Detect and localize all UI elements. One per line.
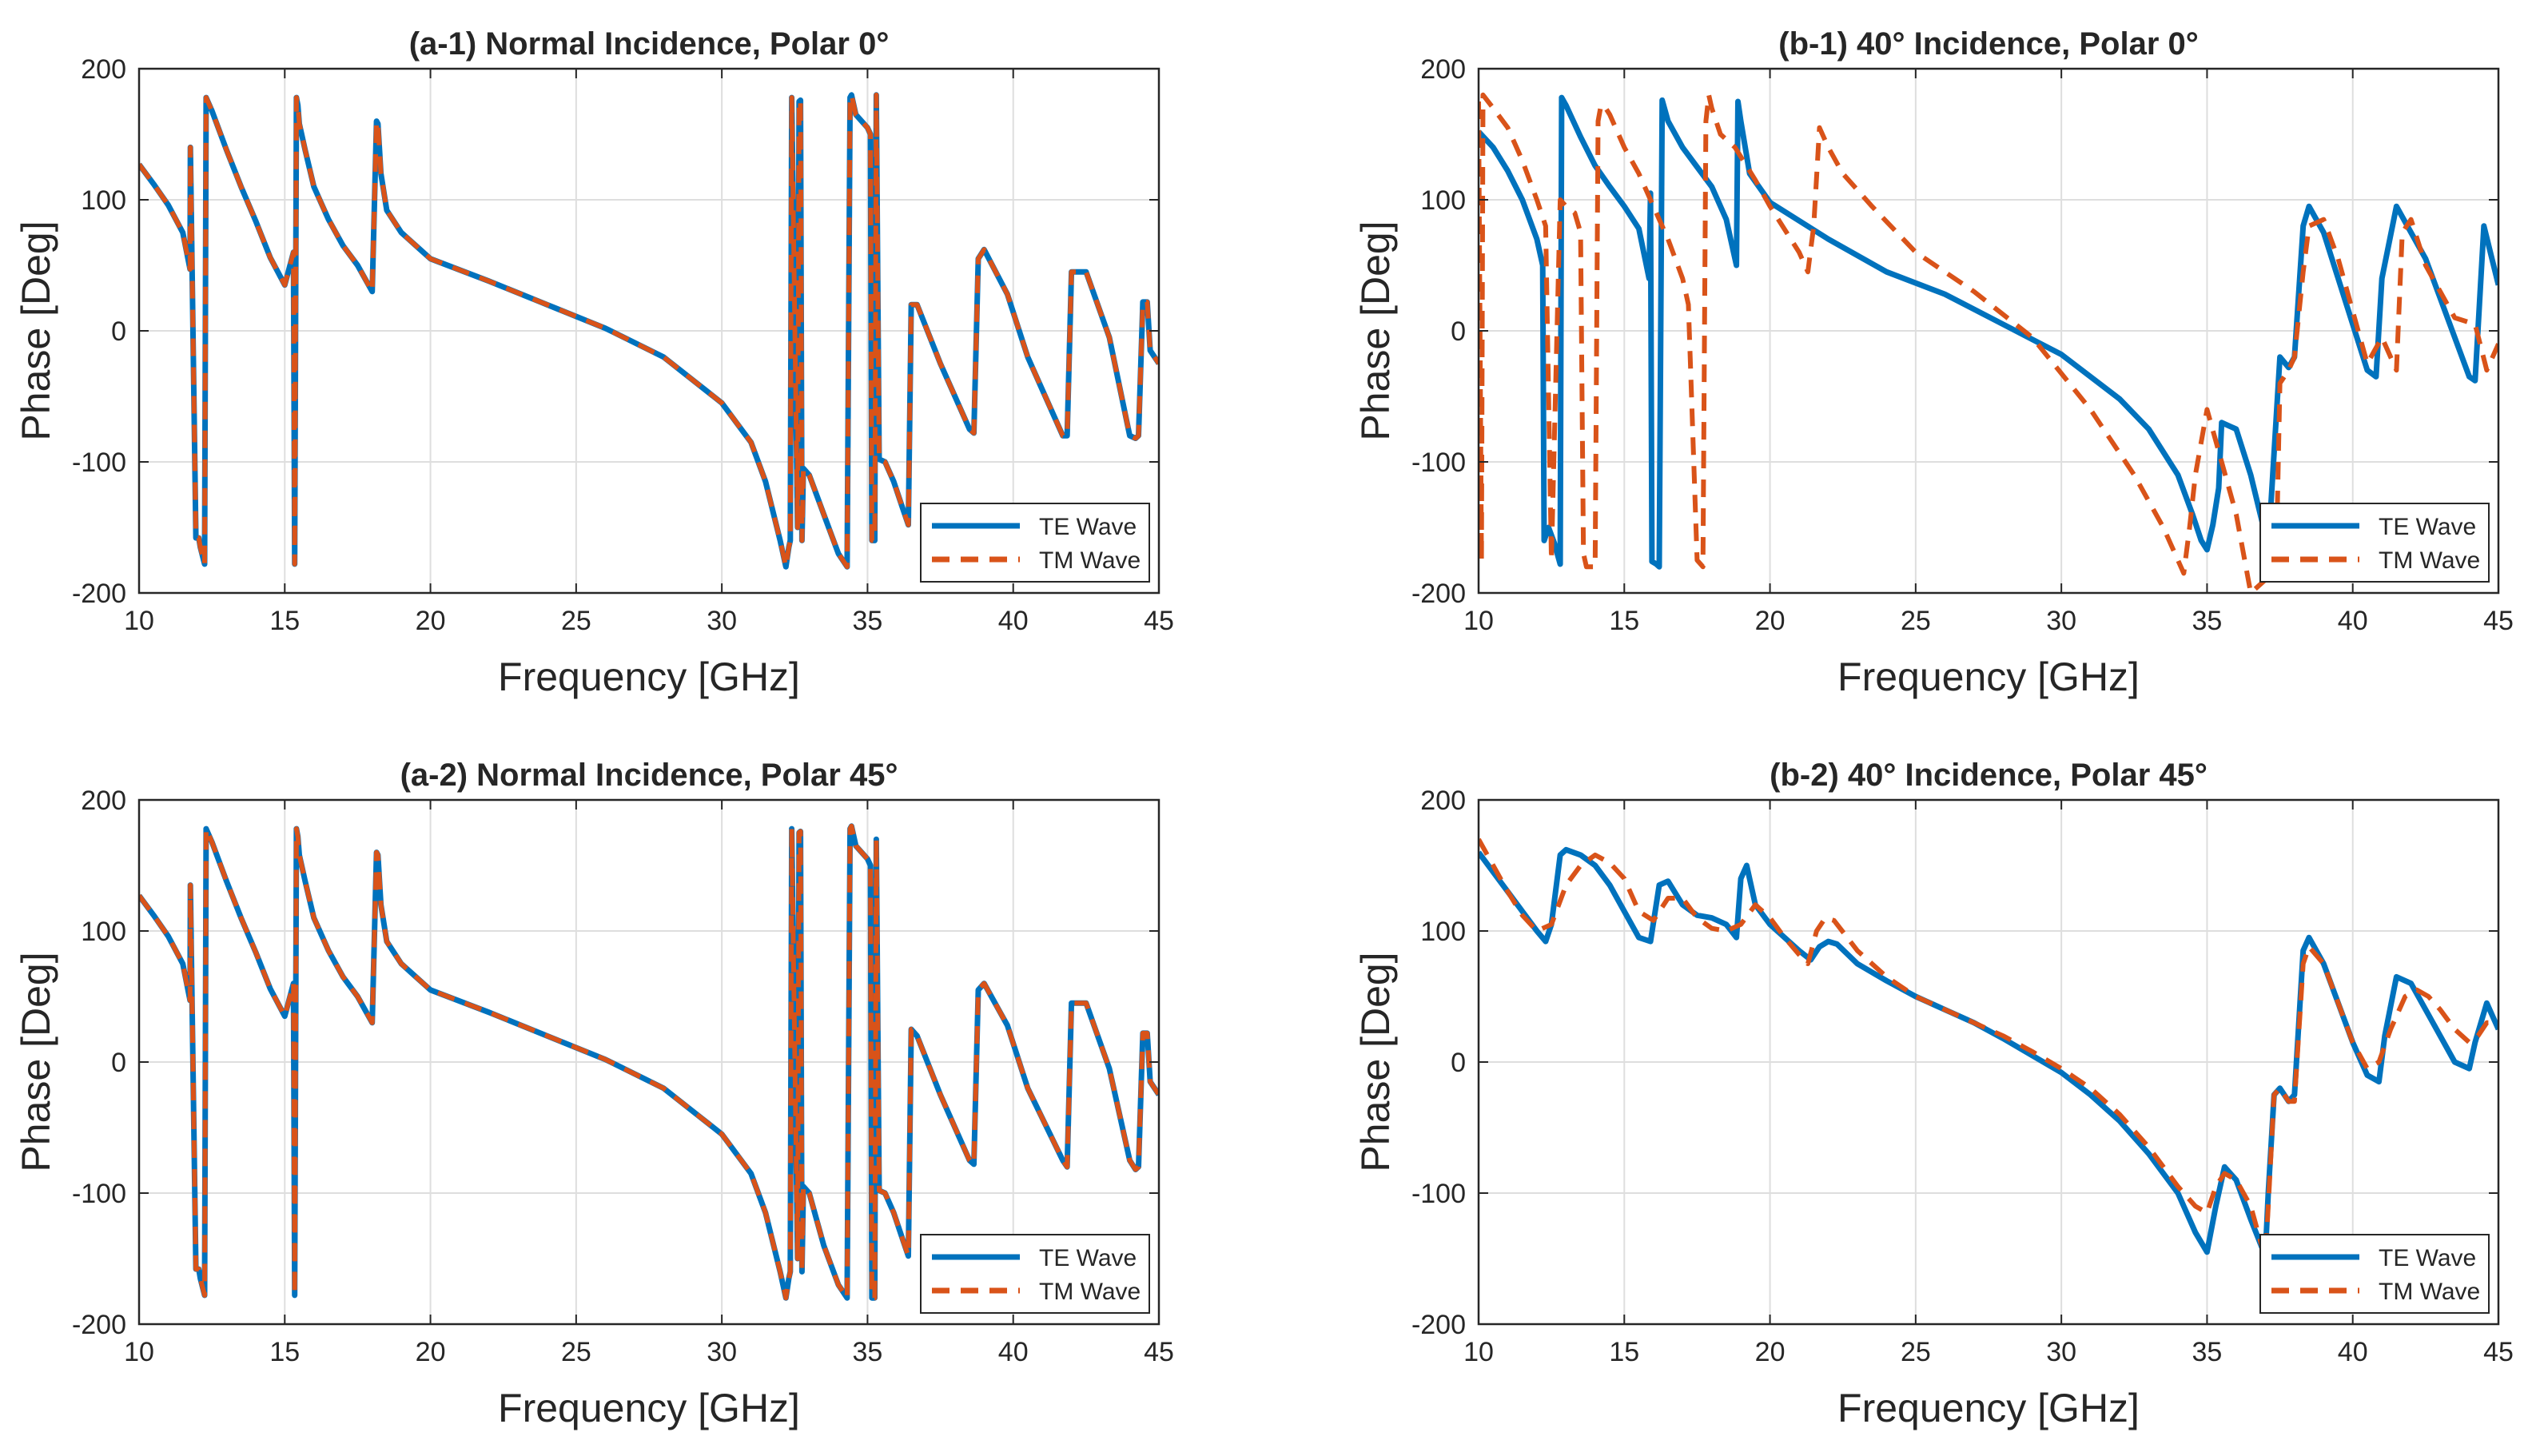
chart-title: (b-1) 40° Incidence, Polar 0° bbox=[1778, 26, 2199, 62]
x-tick-label: 40 bbox=[998, 1337, 1029, 1367]
x-tick-label: 10 bbox=[124, 606, 154, 636]
x-tick-label: 25 bbox=[1901, 606, 1931, 636]
legend-label: TM Wave bbox=[1039, 547, 1141, 574]
y-tick-label: 100 bbox=[81, 917, 126, 947]
legend-label: TE Wave bbox=[1039, 514, 1137, 540]
legend-box bbox=[920, 503, 1150, 583]
y-tick-label: 0 bbox=[1451, 316, 1466, 347]
x-tick-label: 45 bbox=[2483, 1337, 2514, 1367]
x-tick-label: 20 bbox=[1755, 606, 1786, 636]
legend-label: TM Wave bbox=[2379, 1279, 2480, 1305]
series-line-tm bbox=[139, 92, 1159, 570]
x-tick-label: 30 bbox=[707, 1337, 737, 1367]
y-axis-label: Phase [Deg] bbox=[1353, 221, 1398, 440]
x-tick-label: 10 bbox=[1463, 1337, 1494, 1367]
y-tick-label: 100 bbox=[1420, 917, 1466, 947]
x-tick-label: 45 bbox=[1144, 1337, 1174, 1367]
x-axis-label: Frequency [GHz] bbox=[1837, 1386, 2140, 1430]
chart-panel-4: 10 15 20 25 30 35 40 45 -200 -100 0 100 200 (b-2) 40°… bbox=[1353, 758, 2514, 1430]
y-tick-label: 0 bbox=[111, 316, 126, 347]
y-tick-label: 200 bbox=[81, 54, 126, 85]
x-tick-label: 30 bbox=[2046, 606, 2076, 636]
legend-box bbox=[2259, 1234, 2490, 1314]
chart-panel-3: 10 15 20 25 30 35 40 45 -200 -100 0 100 200 (a-2) Nor… bbox=[14, 758, 1174, 1430]
series-line-te bbox=[1479, 94, 2498, 570]
x-tick-label: 15 bbox=[1609, 606, 1639, 636]
y-axis-label: Phase [Deg] bbox=[1353, 952, 1398, 1172]
x-axis-label: Frequency [GHz] bbox=[498, 1386, 800, 1430]
legend-label: TM Wave bbox=[1039, 1279, 1141, 1305]
x-tick-label: 30 bbox=[707, 606, 737, 636]
x-tick-label: 40 bbox=[2338, 606, 2368, 636]
y-tick-label: 0 bbox=[111, 1048, 126, 1078]
y-tick-label: -200 bbox=[72, 579, 126, 609]
legend: TE Wave TM Wave bbox=[2259, 1234, 2490, 1314]
chart-panel-2: 10 15 20 25 30 35 40 45 -200 -100 0 100 200 (b-1) 40°… bbox=[1353, 26, 2514, 699]
chart-panel-1: 10 15 20 25 30 35 40 45 -200 -100 0 100 200 (a-1) Nor… bbox=[14, 26, 1174, 699]
legend: TE Wave TM Wave bbox=[920, 503, 1150, 583]
x-tick-label: 40 bbox=[2338, 1337, 2368, 1367]
x-axis-label: Frequency [GHz] bbox=[498, 654, 800, 699]
chart-title: (a-2) Normal Incidence, Polar 45° bbox=[400, 758, 898, 793]
x-tick-label: 10 bbox=[1463, 606, 1494, 636]
x-tick-label: 35 bbox=[853, 1337, 883, 1367]
legend: TE Wave TM Wave bbox=[2259, 503, 2490, 583]
series-line-tm bbox=[139, 823, 1159, 1301]
legend: TE Wave TM Wave bbox=[920, 1234, 1150, 1314]
x-tick-label: 20 bbox=[416, 606, 446, 636]
x-tick-label: 40 bbox=[998, 606, 1029, 636]
y-tick-label: -100 bbox=[1411, 448, 1466, 478]
y-tick-label: 0 bbox=[1451, 1048, 1466, 1078]
x-tick-label: 15 bbox=[269, 606, 300, 636]
x-tick-label: 15 bbox=[269, 1337, 300, 1367]
chart-title: (a-1) Normal Incidence, Polar 0° bbox=[409, 26, 890, 62]
y-tick-label: 200 bbox=[1420, 786, 1466, 816]
series-line-tm bbox=[1479, 92, 2498, 593]
y-tick-label: -100 bbox=[72, 448, 126, 478]
legend-box bbox=[920, 1234, 1150, 1314]
x-tick-label: 20 bbox=[416, 1337, 446, 1367]
y-tick-label: -200 bbox=[1411, 1310, 1466, 1340]
y-tick-label: 200 bbox=[1420, 54, 1466, 85]
x-tick-label: 25 bbox=[1901, 1337, 1931, 1367]
y-tick-label: -100 bbox=[72, 1179, 126, 1209]
legend-box bbox=[2259, 503, 2490, 583]
legend-label: TE Wave bbox=[2379, 1245, 2476, 1271]
legend-label: TM Wave bbox=[2379, 547, 2480, 574]
x-tick-label: 15 bbox=[1609, 1337, 1639, 1367]
x-tick-label: 45 bbox=[2483, 606, 2514, 636]
x-axis-label: Frequency [GHz] bbox=[1837, 654, 2140, 699]
y-tick-label: 100 bbox=[1420, 185, 1466, 216]
x-tick-label: 45 bbox=[1144, 606, 1174, 636]
y-axis-label: Phase [Deg] bbox=[14, 952, 58, 1172]
x-tick-label: 25 bbox=[561, 606, 591, 636]
y-tick-label: -200 bbox=[1411, 579, 1466, 609]
x-tick-label: 25 bbox=[561, 1337, 591, 1367]
x-tick-label: 35 bbox=[853, 606, 883, 636]
chart-title: (b-2) 40° Incidence, Polar 45° bbox=[1770, 758, 2208, 793]
legend-label: TE Wave bbox=[2379, 514, 2476, 540]
y-tick-label: 100 bbox=[81, 185, 126, 216]
legend-label: TE Wave bbox=[1039, 1245, 1137, 1271]
y-tick-label: 200 bbox=[81, 786, 126, 816]
x-tick-label: 35 bbox=[2192, 1337, 2223, 1367]
series-line-tm bbox=[1479, 837, 2498, 1261]
x-tick-label: 30 bbox=[2046, 1337, 2076, 1367]
y-tick-label: -100 bbox=[1411, 1179, 1466, 1209]
x-tick-label: 10 bbox=[124, 1337, 154, 1367]
y-tick-label: -200 bbox=[72, 1310, 126, 1340]
x-tick-label: 20 bbox=[1755, 1337, 1786, 1367]
x-tick-label: 35 bbox=[2192, 606, 2223, 636]
y-axis-label: Phase [Deg] bbox=[14, 221, 58, 440]
